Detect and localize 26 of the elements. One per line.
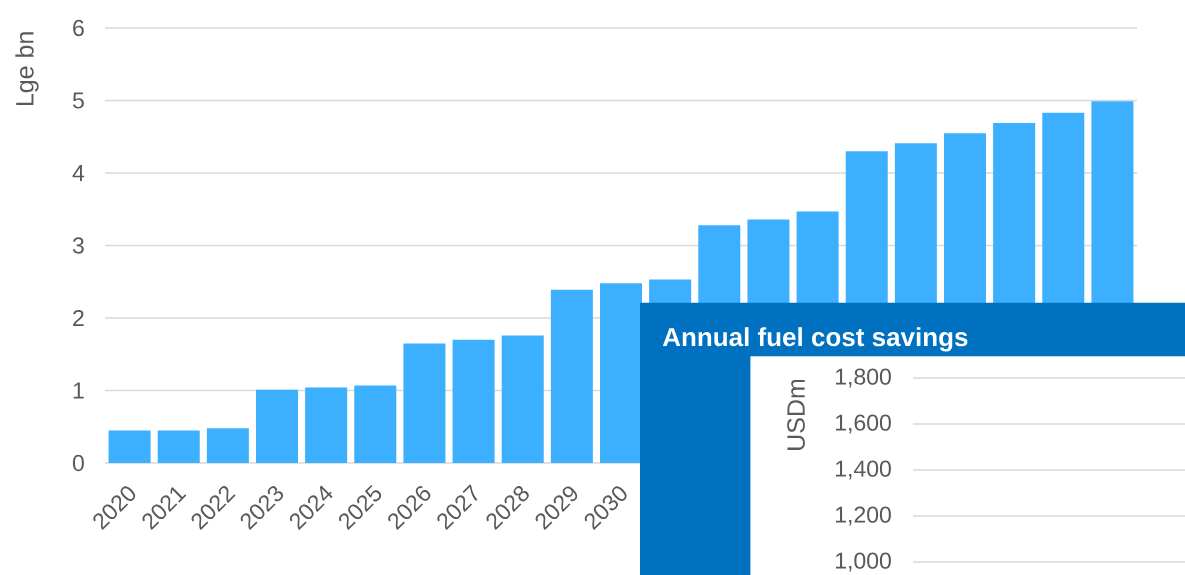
y-tick-label: 1 [73, 382, 84, 399]
bar [452, 339, 495, 463]
bar [354, 385, 397, 463]
y-tick-label: 0 [72, 454, 84, 472]
y-tick-label: 6 [73, 19, 84, 37]
y-axis-title: Lge bn [15, 32, 39, 106]
y-tick-label: 5 [72, 92, 84, 109]
bar [108, 430, 151, 463]
y-tick-label: 3 [72, 237, 84, 254]
bar [501, 335, 544, 463]
bar [255, 389, 299, 463]
bar [305, 387, 348, 463]
chart-title: Annual fuel cost savings [662, 327, 968, 352]
bar [403, 343, 446, 463]
y-tick-label: 4 [72, 165, 85, 181]
y-tick-label: 1,600 [836, 414, 891, 434]
y-tick-label: 2 [73, 309, 84, 327]
y-tick-label: 1,400 [836, 460, 891, 480]
bar [157, 430, 200, 463]
y-tick-label: 1,000 [836, 552, 891, 572]
y-tick-label: 1,200 [836, 506, 891, 526]
y-axis-title: USDm [787, 379, 805, 450]
bar [206, 428, 249, 463]
bar [550, 289, 593, 463]
bar [600, 283, 643, 463]
y-tick-label: 1,800 [836, 368, 891, 388]
